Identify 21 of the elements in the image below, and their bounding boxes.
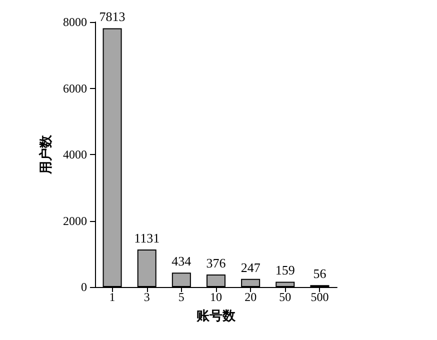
x-tick-label: 10	[210, 290, 222, 304]
y-tick-label: 4000	[63, 148, 87, 162]
y-tick-label: 2000	[63, 214, 87, 228]
data-label: 376	[206, 256, 226, 271]
data-label: 1131	[134, 230, 160, 246]
x-tick-label: 500	[310, 290, 329, 304]
x-tick-label: 5	[178, 290, 184, 304]
data-label: 247	[240, 260, 261, 275]
data-label: 159	[275, 262, 295, 278]
x-tick-label: 20	[244, 290, 257, 304]
y-tick-label: 6000	[63, 81, 87, 96]
data-label: 7813	[99, 9, 126, 24]
x-tick-label: 50	[279, 290, 292, 304]
data-label: 434	[172, 254, 192, 269]
x-tick-label: 1	[109, 290, 116, 304]
y-tick-label: 0	[81, 280, 87, 294]
x-tick-label: 3	[144, 290, 150, 304]
y-tick-label: 8000	[63, 15, 87, 29]
x-axis-title: 账号数	[196, 308, 236, 323]
y-axis-title: 用户数	[38, 134, 54, 175]
data-label: 56	[313, 266, 327, 282]
